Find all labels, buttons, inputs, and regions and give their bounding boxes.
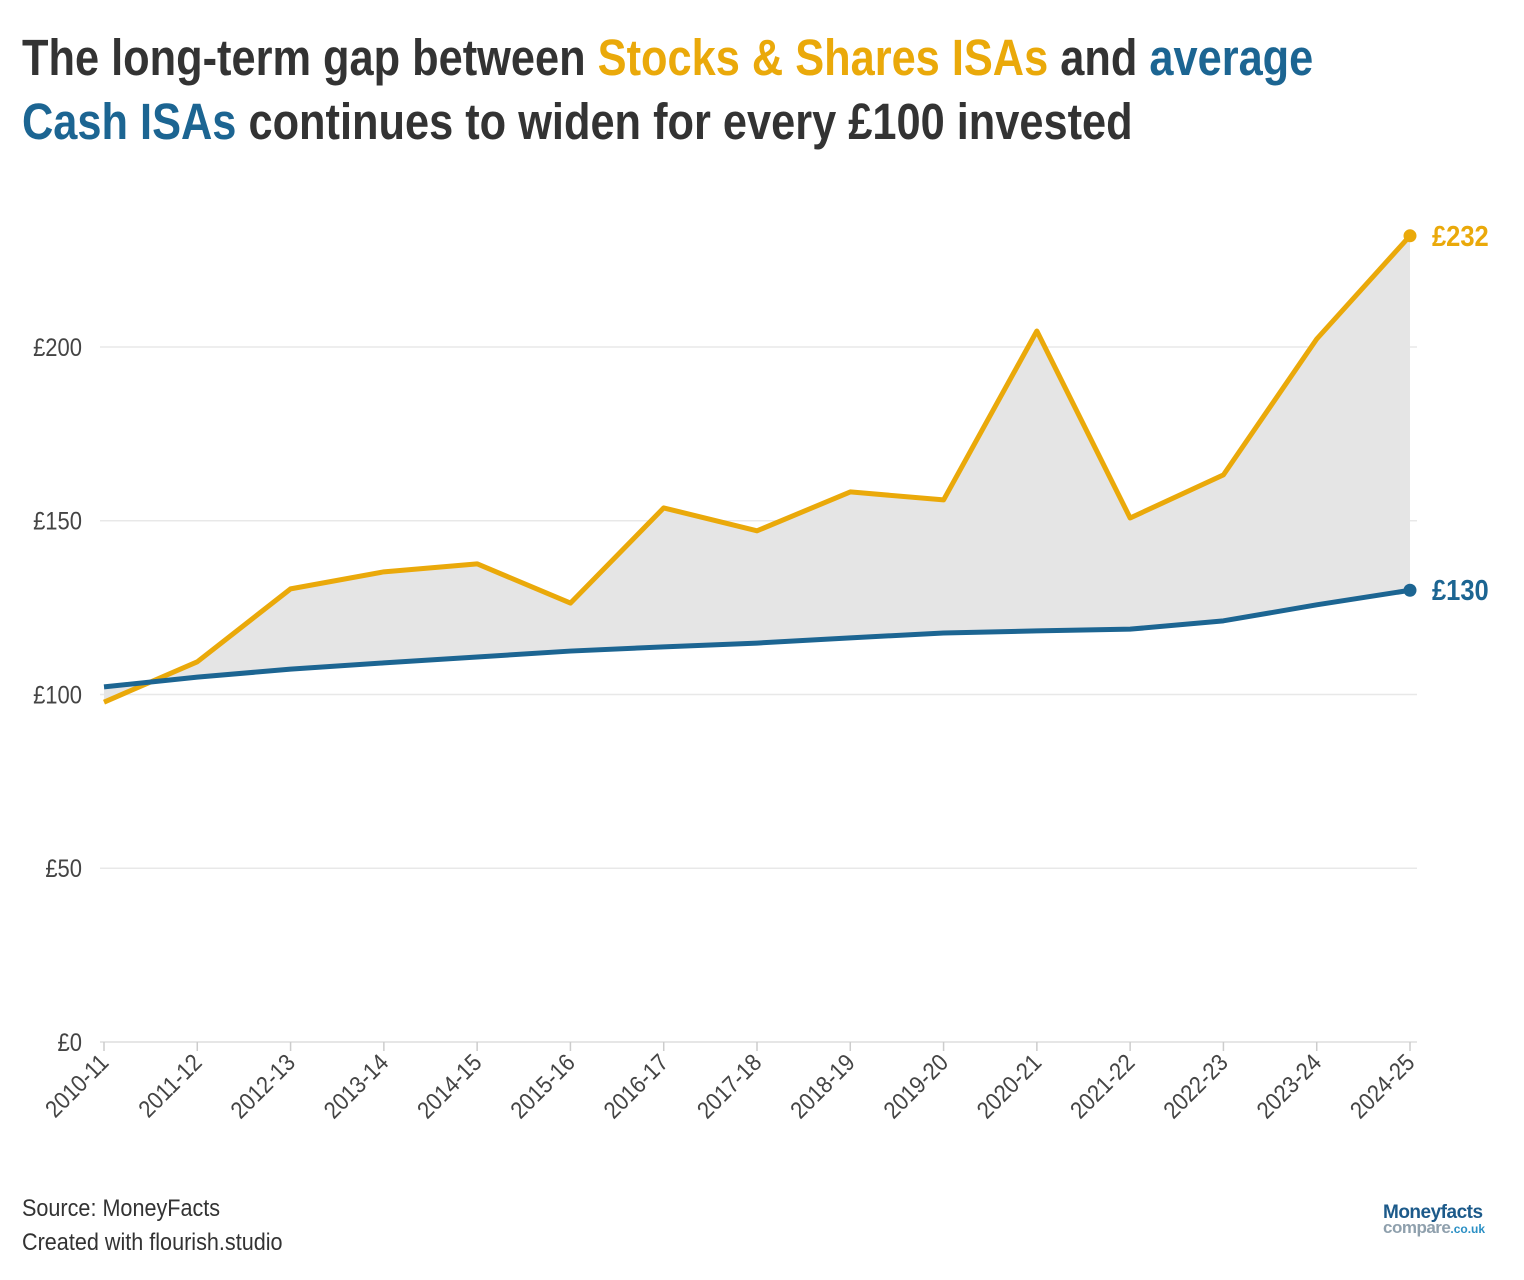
end-label-cash: £130 [1432, 574, 1489, 607]
end-point-stocks [1403, 229, 1417, 243]
x-tick-label: 2024-25 [1344, 1048, 1419, 1123]
x-tick-label: 2011-12 [133, 1048, 207, 1122]
y-tick-label: £100 [33, 681, 82, 709]
x-tick-label: 2013-14 [318, 1048, 394, 1124]
x-tick-label: 2012-13 [225, 1048, 300, 1123]
x-tick-label: 2015-16 [505, 1048, 580, 1123]
x-tick-label: 2014-15 [411, 1048, 486, 1123]
credit-note[interactable]: Created with flourish.studio [22, 1229, 283, 1256]
series-line-cash [103, 587, 1411, 690]
title-highlight-stocks: Stocks & Shares ISAs [597, 29, 1049, 86]
gap-area [104, 235, 1410, 703]
logo-line2: compare [1383, 1218, 1451, 1237]
x-tick-label: 2017-18 [691, 1048, 766, 1123]
x-tick-label: 2016-17 [598, 1048, 673, 1123]
x-tick-label: 2010-11 [39, 1048, 113, 1122]
x-tick-label: 2019-20 [878, 1048, 953, 1123]
moneyfacts-logo: Moneyfacts compare.co.uk [1383, 1202, 1486, 1237]
title-highlight-average: average [1149, 29, 1314, 86]
end-label-stocks: £232 [1432, 219, 1489, 252]
end-point-cash [1403, 583, 1417, 597]
title-text: continues to widen for every £100 invest… [236, 93, 1133, 150]
logo-line1: Moneyfacts [1383, 1202, 1483, 1223]
x-tick-label: 2021-22 [1064, 1048, 1139, 1123]
y-tick-label: £50 [45, 855, 82, 883]
logo-line3: .co.uk [1450, 1222, 1486, 1236]
chart-title: The long-term gap between Stocks & Share… [22, 26, 1416, 154]
y-tick-label: £0 [58, 1029, 82, 1057]
x-tick-label: 2023-24 [1251, 1048, 1327, 1124]
x-tick-label: 2020-21 [971, 1048, 1046, 1123]
y-tick-label: £200 [33, 334, 82, 362]
source-note: Source: MoneyFacts [22, 1195, 221, 1222]
x-tick-label: 2022-23 [1158, 1048, 1233, 1123]
title-highlight-cash: Cash ISAs [22, 93, 237, 150]
series-line-stocks [103, 234, 1412, 705]
title-text: The long-term gap between [22, 29, 598, 86]
x-tick-label: 2018-19 [785, 1048, 860, 1123]
y-tick-label: £150 [33, 507, 82, 535]
title-text: and [1048, 29, 1150, 86]
